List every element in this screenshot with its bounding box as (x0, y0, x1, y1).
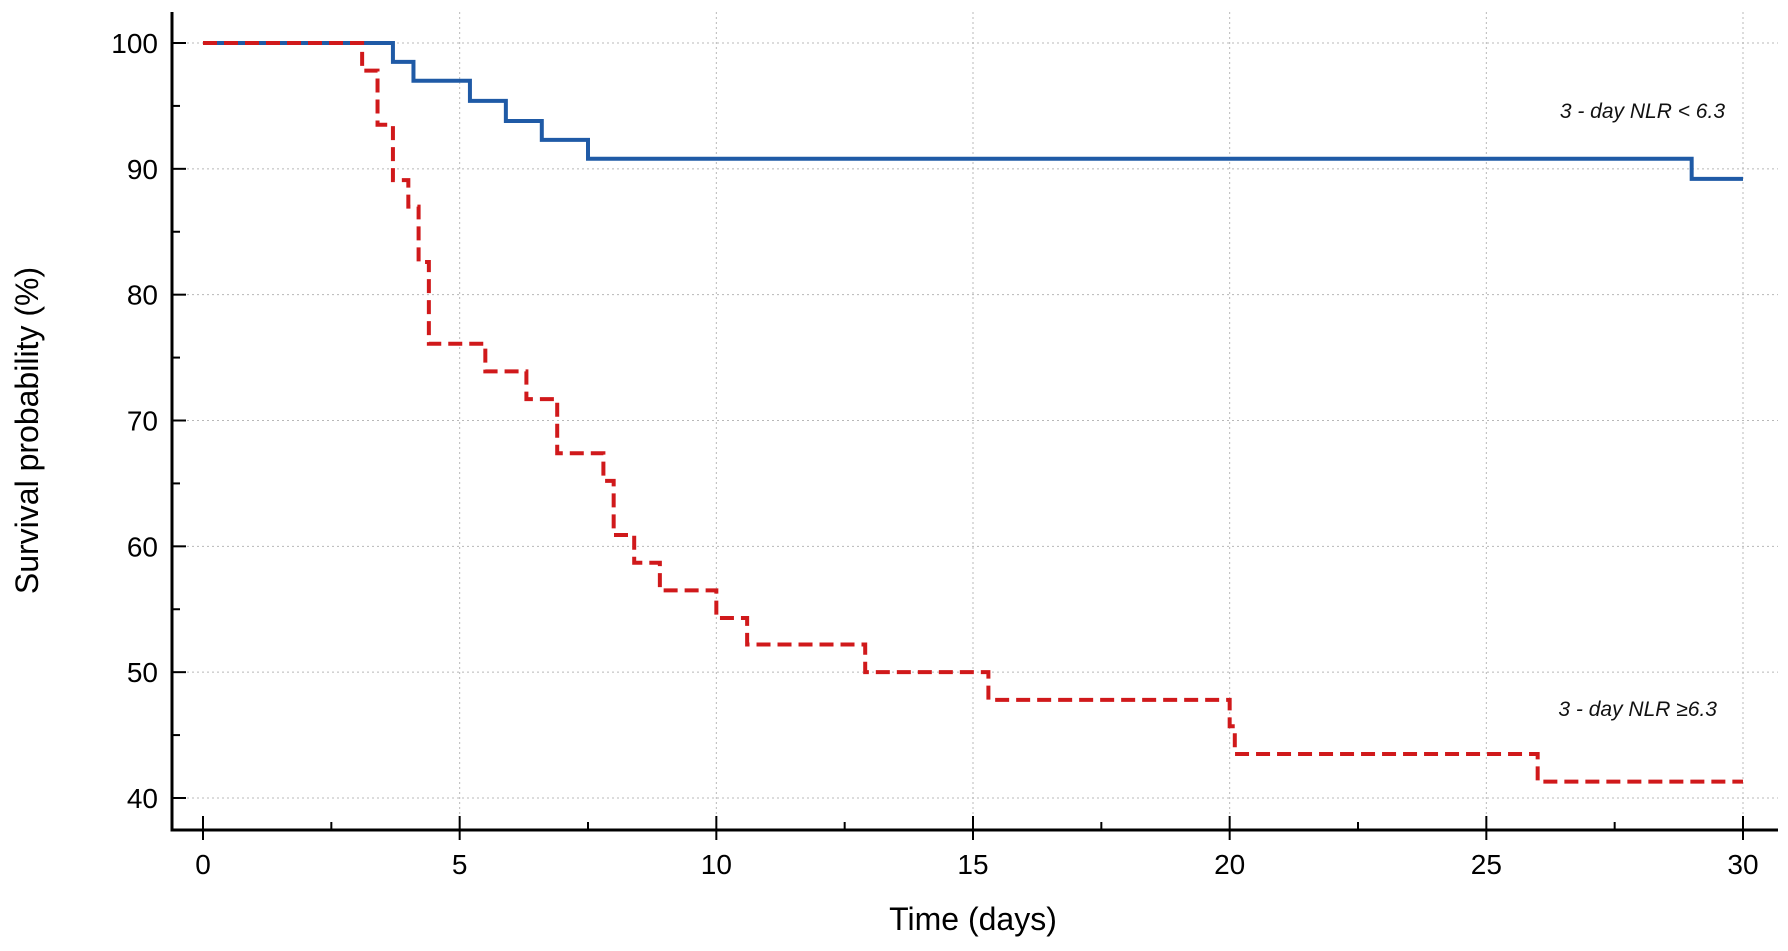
x-tick-label: 20 (1214, 849, 1245, 880)
annotation-low-nlr: 3 - day NLR < 6.3 (1560, 100, 1725, 123)
y-tick-label: 70 (127, 406, 158, 437)
y-tick-label: 100 (111, 28, 158, 59)
y-tick-label: 60 (127, 531, 158, 562)
grid-layer (172, 12, 1778, 830)
y-tick-label: 40 (127, 783, 158, 814)
x-axis-title: Time (days) (889, 901, 1057, 937)
x-tick-label: 30 (1727, 849, 1758, 880)
y-axis-title: Survival probability (%) (9, 267, 45, 594)
x-tick-label: 0 (195, 849, 211, 880)
x-tick-label: 25 (1471, 849, 1502, 880)
x-tick-label: 15 (957, 849, 988, 880)
y-tick-label: 50 (127, 657, 158, 688)
series-layer (203, 41, 1743, 784)
ticks-layer: 40 50 60 70 80 90 100 0 5 10 15 20 25 30 (111, 28, 1758, 880)
x-tick-label: 5 (452, 849, 468, 880)
axes-layer (170, 12, 1778, 832)
y-tick-label: 90 (127, 154, 158, 185)
series-line-low-nlr (203, 41, 1743, 181)
series-line-high-nlr (203, 41, 1743, 784)
labels-layer: Time (days) Survival probability (%) 3 -… (9, 100, 1725, 937)
annotation-high-nlr: 3 - day NLR ≥6.3 (1558, 698, 1717, 721)
y-tick-label: 80 (127, 280, 158, 311)
x-tick-label: 10 (701, 849, 732, 880)
